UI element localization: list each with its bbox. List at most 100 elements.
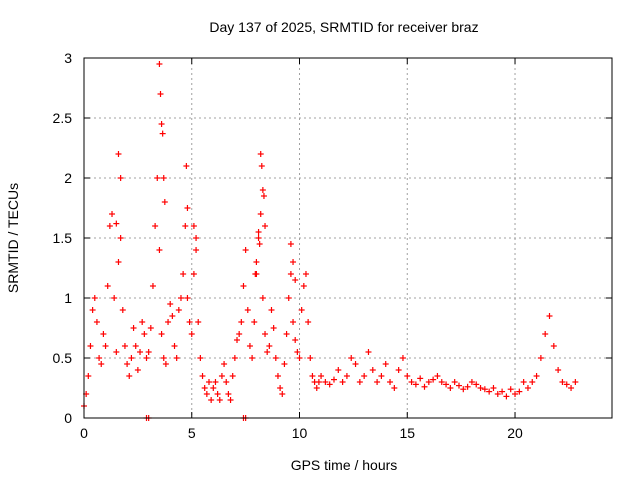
data-point bbox=[494, 391, 501, 397]
data-point bbox=[315, 379, 322, 385]
data-point bbox=[89, 307, 96, 313]
data-point bbox=[473, 381, 480, 388]
data-point bbox=[374, 379, 381, 385]
y-axis-label: SRMTID / TECUs bbox=[5, 183, 21, 293]
data-point bbox=[119, 307, 126, 313]
data-point bbox=[277, 385, 284, 391]
data-point bbox=[262, 331, 269, 337]
data-point bbox=[258, 163, 265, 169]
data-point bbox=[272, 355, 279, 361]
data-point bbox=[203, 391, 210, 397]
data-point bbox=[154, 175, 161, 181]
data-point bbox=[160, 355, 167, 361]
data-point bbox=[257, 211, 264, 217]
data-point bbox=[481, 386, 488, 393]
data-point bbox=[503, 393, 510, 400]
data-point bbox=[274, 373, 281, 379]
data-point bbox=[91, 295, 98, 301]
data-point bbox=[285, 295, 292, 301]
data-point bbox=[115, 151, 122, 157]
y-tick-label: 1 bbox=[64, 290, 72, 306]
data-point bbox=[537, 355, 544, 361]
data-point bbox=[252, 271, 259, 277]
data-point bbox=[93, 319, 100, 325]
data-point bbox=[100, 331, 107, 337]
data-point bbox=[281, 361, 288, 367]
data-point bbox=[266, 343, 273, 349]
data-point bbox=[152, 223, 159, 229]
data-point bbox=[343, 373, 350, 379]
data-point bbox=[365, 349, 372, 355]
data-point bbox=[460, 386, 467, 393]
data-point bbox=[292, 277, 299, 283]
data-point bbox=[486, 388, 493, 395]
y-tick-label: 2 bbox=[64, 170, 72, 186]
data-point bbox=[568, 385, 575, 391]
y-tick-label: 3 bbox=[64, 50, 72, 66]
data-point bbox=[147, 325, 154, 331]
data-point bbox=[234, 337, 241, 343]
data-point bbox=[430, 376, 437, 383]
data-point bbox=[292, 337, 299, 343]
data-point bbox=[279, 391, 286, 397]
data-point bbox=[134, 367, 141, 373]
data-point bbox=[157, 91, 164, 97]
x-tick-label: 15 bbox=[399, 425, 415, 441]
data-point bbox=[520, 379, 527, 385]
data-point bbox=[96, 355, 103, 361]
data-point bbox=[264, 349, 271, 355]
data-point bbox=[115, 259, 122, 265]
data-point bbox=[499, 388, 506, 395]
data-point bbox=[109, 211, 116, 217]
data-point bbox=[516, 388, 523, 395]
data-point bbox=[260, 193, 267, 199]
data-point bbox=[408, 379, 415, 385]
data-point bbox=[533, 373, 540, 379]
data-point bbox=[111, 295, 118, 301]
data-point bbox=[298, 307, 305, 313]
data-point bbox=[208, 397, 215, 403]
data-point bbox=[249, 355, 256, 361]
data-point bbox=[240, 283, 247, 289]
data-point bbox=[238, 319, 245, 325]
data-point bbox=[262, 223, 269, 229]
data-point bbox=[162, 361, 169, 367]
data-point bbox=[229, 373, 236, 379]
data-point bbox=[507, 386, 514, 393]
data-point bbox=[330, 376, 337, 383]
x-axis-label: GPS time / hours bbox=[291, 457, 398, 473]
data-points bbox=[81, 61, 579, 421]
data-point bbox=[559, 379, 566, 385]
data-point bbox=[464, 383, 471, 390]
data-point bbox=[128, 355, 135, 361]
data-point bbox=[382, 361, 389, 367]
data-point bbox=[305, 319, 312, 325]
data-point bbox=[137, 349, 144, 355]
data-point bbox=[227, 397, 234, 403]
data-point bbox=[421, 383, 428, 390]
y-tick-label: 1.5 bbox=[53, 230, 73, 246]
data-point bbox=[290, 319, 297, 325]
data-point bbox=[184, 205, 191, 211]
data-point bbox=[199, 373, 206, 379]
data-point bbox=[113, 220, 120, 227]
data-point bbox=[98, 361, 105, 367]
chart-title: Day 137 of 2025, SRMTID for receiver bra… bbox=[209, 19, 478, 35]
data-point bbox=[572, 379, 579, 385]
data-point bbox=[195, 319, 202, 325]
data-point bbox=[268, 307, 275, 313]
data-point bbox=[434, 373, 441, 379]
data-point bbox=[104, 283, 111, 289]
data-point bbox=[124, 361, 131, 367]
data-point bbox=[259, 295, 266, 301]
data-point bbox=[113, 349, 120, 355]
data-point bbox=[184, 295, 191, 301]
data-point bbox=[529, 379, 536, 385]
data-point bbox=[287, 271, 294, 277]
data-point bbox=[404, 373, 411, 379]
data-point bbox=[256, 241, 263, 247]
data-point bbox=[223, 379, 230, 385]
data-point bbox=[352, 361, 359, 367]
data-point bbox=[190, 271, 197, 277]
data-point bbox=[193, 247, 200, 253]
